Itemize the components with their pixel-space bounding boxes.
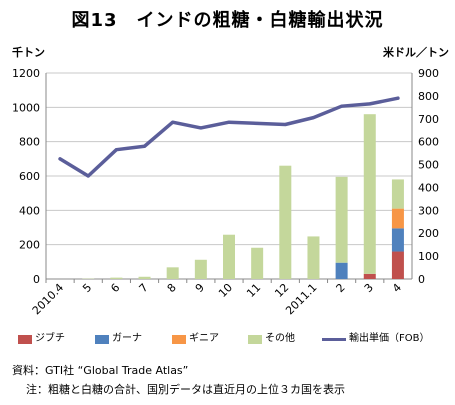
price-point (368, 102, 372, 106)
price-point (311, 116, 315, 120)
legend-label-djibouti: ジブチ (35, 333, 65, 344)
x-tick-label: 2011.1 (283, 281, 319, 317)
left-tick-label: 0 (33, 273, 40, 286)
bar-other (335, 176, 348, 263)
chart-legend: ジブチ ガーナ ギニア その他 輸出単価（FOB） (0, 332, 455, 348)
price-point (143, 144, 147, 148)
left-tick-label: 800 (19, 136, 40, 149)
legend-label-guinea: ギニア (189, 333, 219, 344)
bar-other (307, 236, 320, 279)
legend-swatch-price (322, 337, 346, 341)
x-tick-label: 8 (165, 281, 179, 295)
bar-other (194, 259, 207, 279)
bar-other (110, 277, 123, 279)
bar-other (166, 267, 179, 279)
x-tick-label: 12 (272, 281, 291, 300)
bar-guinea (391, 208, 404, 229)
x-tick-label: 11 (244, 281, 263, 300)
price-point (114, 148, 118, 152)
bar-other (223, 234, 235, 279)
x-tick-label: 4 (390, 281, 404, 295)
chart-plot: 0 200 400 600 800 1000 1200 0 100 200 300 400 500 600… (12, 67, 439, 317)
right-axis-unit: 米ドル／トン (383, 46, 449, 59)
legend-swatch-guinea (172, 334, 186, 344)
left-tick-label: 200 (19, 239, 40, 252)
legend-item-other: その他 (248, 332, 295, 346)
left-tick-label: 400 (19, 204, 40, 217)
legend-item-guinea: ギニア (172, 332, 219, 346)
footnote: 注：粗糖と白糖の合計、国別データは直近月の上位３カ国を表示 (26, 383, 345, 396)
left-tick-label: 1000 (12, 101, 40, 114)
bar-djibouti (391, 251, 404, 279)
price-point (199, 126, 203, 130)
x-tick-label: 5 (80, 281, 94, 295)
bar-other (251, 247, 264, 279)
legend-item-djibouti: ジブチ (18, 332, 65, 346)
left-tick-label: 600 (19, 170, 40, 183)
legend-label-price: 輸出単価（FOB） (349, 333, 430, 344)
right-tick-label: 500 (418, 159, 439, 172)
price-point (86, 174, 90, 178)
chart-title: 図13 インドの粗糖・白糖輸出状況 (71, 10, 384, 31)
bar-ghana (391, 228, 404, 252)
legend-swatch-ghana (95, 334, 109, 344)
bar-other (391, 179, 404, 209)
right-tick-label: 900 (418, 67, 439, 80)
right-tick-label: 800 (418, 90, 439, 103)
x-tick-label: 3 (362, 281, 376, 295)
x-tick-label: 2010.4 (30, 281, 66, 317)
price-point (227, 120, 231, 124)
bar-djibouti (363, 273, 376, 279)
right-tick-label: 300 (418, 204, 439, 217)
legend-swatch-other (248, 334, 262, 344)
bar-ghana (335, 262, 348, 279)
price-point (255, 121, 259, 125)
price-point (171, 120, 175, 124)
left-tick-label: 1200 (12, 67, 40, 80)
price-point (283, 123, 287, 126)
right-tick-label: 100 (418, 250, 439, 263)
bar-other (363, 114, 376, 274)
x-tick-label: 10 (216, 281, 235, 300)
bar-other (138, 276, 151, 279)
right-tick-label: 600 (418, 136, 439, 149)
price-point (396, 96, 400, 100)
right-tick-label: 200 (418, 227, 439, 240)
right-tick-label: 700 (418, 113, 439, 126)
right-tick-label: 400 (418, 181, 439, 194)
price-line (58, 96, 400, 178)
price-point (340, 104, 344, 108)
x-tick-label: 7 (137, 281, 151, 295)
legend-swatch-djibouti (18, 334, 32, 344)
legend-label-other: その他 (265, 333, 295, 344)
x-tick-label: 2 (334, 281, 348, 295)
source-note: 資料：GTI社 “Global Trade Atlas” (12, 364, 189, 377)
price-point (58, 157, 62, 161)
left-axis-unit: 千トン (12, 46, 45, 59)
x-tick-label: 6 (108, 281, 122, 295)
legend-item-price: 輸出単価（FOB） (322, 332, 429, 346)
x-tick-label: 9 (193, 281, 207, 295)
bar-other (279, 165, 292, 279)
legend-label-ghana: ガーナ (112, 333, 142, 344)
legend-item-ghana: ガーナ (95, 332, 142, 346)
right-tick-label: 0 (418, 273, 425, 286)
